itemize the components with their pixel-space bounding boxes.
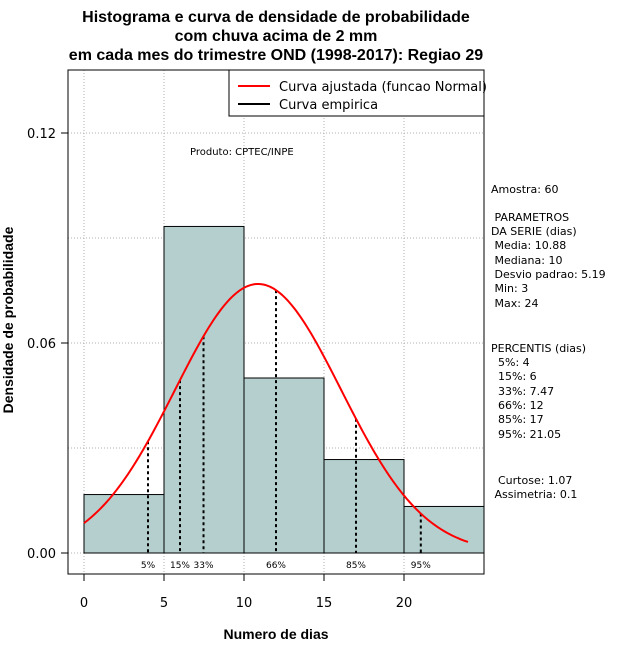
y-axis-label: Densidade de probabilidade <box>0 226 16 413</box>
chart-title-line-1: Histograma e curva de densidade de proba… <box>82 9 470 26</box>
percentil-95: 95%: 21.05 <box>491 428 561 441</box>
histogram-bar-4 <box>403 505 485 554</box>
percentil-33: 33%: 7.47 <box>491 385 554 398</box>
param-median: Mediana: 10 <box>491 254 562 267</box>
param-max: Max: 24 <box>491 297 538 310</box>
percentile-label-0: 5% <box>141 561 156 571</box>
x-tick-label-0: 0 <box>80 596 88 611</box>
percentis-header: PERCENTIS (dias) <box>491 342 586 355</box>
percentile-labels: 5% 15% 33% 66% 85% 95% <box>141 561 431 571</box>
legend-label-normal: Curva ajustada (funcao Normal) <box>279 80 487 95</box>
legend-label-empirical: Curva empirica <box>279 98 378 113</box>
skewness: Assimetria: 0.1 <box>491 488 577 501</box>
chart-title-line-3: em cada mes do trimestre OND (1998-2017)… <box>69 47 484 64</box>
histogram-bar-0 <box>83 494 165 554</box>
param-mean: Media: 10.88 <box>491 239 566 252</box>
product-annotation: Produto: CPTEC/INPE <box>190 147 294 158</box>
y-tick-label-1: 0.06 <box>27 337 56 352</box>
x-axis: 0 5 10 15 20 <box>80 574 412 611</box>
param-sd: Desvio padrao: 5.19 <box>491 268 606 281</box>
legend-box <box>228 69 485 117</box>
histogram-bar-2 <box>243 377 325 554</box>
y-tick-label-0: 0.00 <box>27 547 56 562</box>
x-tick-label-2: 10 <box>236 596 253 611</box>
normal-fit-curve <box>83 282 469 543</box>
histogram-bar-3 <box>323 459 405 554</box>
stats-panel: Amostra: 60 PARAMETROS DA SERIE (dias) M… <box>491 183 606 501</box>
param-min: Min: 3 <box>491 282 528 295</box>
y-tick-label-2: 0.12 <box>27 127 56 142</box>
params-header-2: DA SERIE (dias) <box>491 225 577 238</box>
percentile-label-4: 85% <box>346 561 366 571</box>
legend: Curva ajustada (funcao Normal) Curva emp… <box>228 69 487 117</box>
percentile-label-1: 15% <box>170 561 190 571</box>
params-header-1: PARAMETROS <box>491 211 569 224</box>
x-tick-label-4: 20 <box>396 596 413 611</box>
x-tick-label-3: 15 <box>316 596 333 611</box>
x-axis-label: Numero de dias <box>223 626 328 642</box>
kurtosis: Curtose: 1.07 <box>491 474 572 487</box>
percentil-5: 5%: 4 <box>491 356 530 369</box>
percentile-label-3: 66% <box>266 561 286 571</box>
histogram-bars <box>83 225 485 554</box>
percentile-label-2: 33% <box>194 561 214 571</box>
percentil-15: 15%: 6 <box>491 370 537 383</box>
x-tick-label-1: 5 <box>160 596 168 611</box>
percentile-label-5: 95% <box>411 561 431 571</box>
percentil-66: 66%: 12 <box>491 399 544 412</box>
percentil-85: 85%: 17 <box>491 413 544 426</box>
percentile-lines <box>147 290 422 553</box>
sample-size: Amostra: 60 <box>491 183 558 196</box>
y-axis: 0.00 0.06 0.12 <box>27 127 68 562</box>
chart-title-line-2: com chuva acima de 2 mm <box>175 28 378 45</box>
